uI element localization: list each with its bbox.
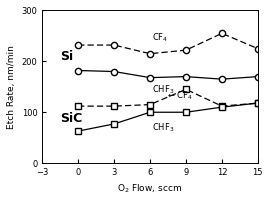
X-axis label: O$_2$ Flow, sccm: O$_2$ Flow, sccm [117, 183, 183, 195]
Text: CHF$_3$: CHF$_3$ [153, 121, 175, 134]
Text: CF$_4$: CF$_4$ [153, 31, 168, 43]
Text: Si: Si [60, 50, 73, 63]
Y-axis label: Etch Rate, nm/min: Etch Rate, nm/min [7, 45, 16, 129]
Text: $\leftarrow$CF$_4$: $\leftarrow$CF$_4$ [166, 89, 192, 102]
Text: CHF$_3$: CHF$_3$ [153, 83, 175, 96]
Text: SiC: SiC [60, 112, 82, 125]
